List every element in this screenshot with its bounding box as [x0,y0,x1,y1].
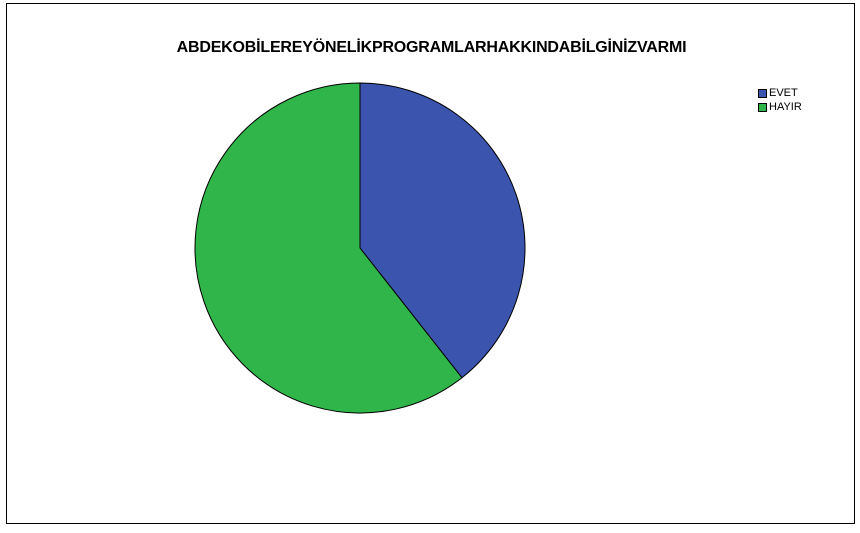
legend-swatch-hayir [758,102,767,112]
legend-swatch-evet [758,88,767,98]
chart-frame: ABDEKOBİLEREYÖNELİKPROGRAMLARHAKKINDABİL… [6,3,855,524]
pie-slice-hayir [194,82,463,414]
legend-item-hayir: HAYIR [758,100,802,114]
legend-label-evet: EVET [769,87,798,99]
chart-title: ABDEKOBİLEREYÖNELİKPROGRAMLARHAKKINDABİL… [176,39,687,56]
pie-slice-evet [359,82,526,379]
legend-item-evet: EVET [758,86,802,100]
pie-chart [194,82,526,414]
legend: EVET HAYIR [758,86,802,114]
legend-label-hayir: HAYIR [769,101,802,113]
